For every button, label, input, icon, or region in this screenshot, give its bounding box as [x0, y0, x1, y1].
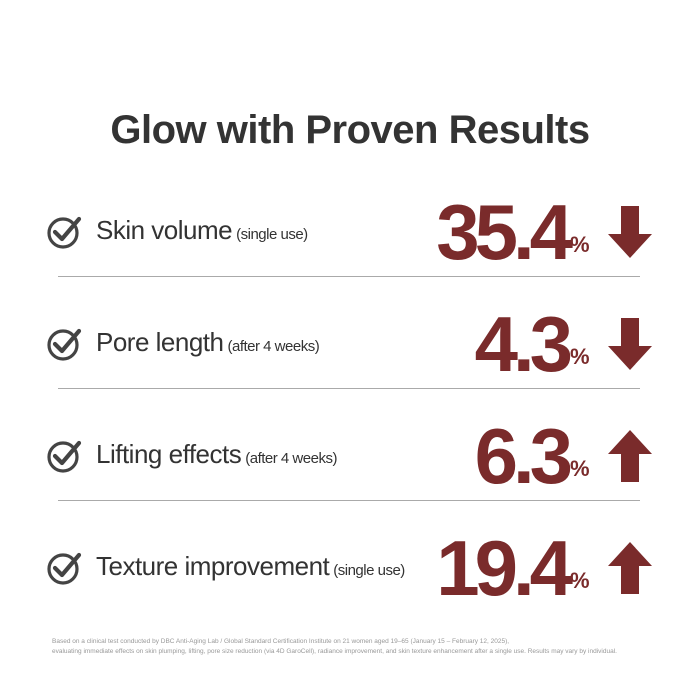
- divider: [58, 500, 640, 501]
- result-value: 35.4: [436, 188, 573, 276]
- result-row: Texture improvement (single use) 19.4%: [0, 516, 700, 616]
- divider: [58, 388, 640, 389]
- result-label: Lifting effects (after 4 weeks): [96, 439, 337, 470]
- direction-arrow: [606, 540, 654, 601]
- result-value: 4.3: [474, 300, 573, 388]
- result-row: Lifting effects (after 4 weeks) 6.3%: [0, 404, 700, 504]
- footnote: Based on a clinical test conducted by DB…: [52, 637, 617, 657]
- divider: [58, 276, 640, 277]
- label-note: (after 4 weeks): [245, 450, 337, 467]
- label-text: Texture improvement: [96, 551, 330, 581]
- result-unit: %: [570, 344, 590, 369]
- label-note: (single use): [333, 562, 405, 579]
- label-note: (after 4 weeks): [227, 338, 320, 355]
- result-value: 19.4: [436, 524, 573, 612]
- result-row: Pore length (after 4 weeks) 4.3%: [0, 292, 700, 392]
- direction-arrow: [606, 316, 654, 377]
- footnote-line: Based on a clinical test conducted by DB…: [52, 638, 510, 645]
- result-label: Pore length (after 4 weeks): [96, 327, 320, 358]
- check-icon: [46, 550, 82, 591]
- result-label: Texture improvement (single use): [96, 551, 405, 582]
- check-icon: [46, 438, 82, 479]
- footnote-line: evaluating immediate effects on skin plu…: [52, 648, 617, 655]
- label-text: Pore length: [96, 327, 224, 357]
- direction-arrow: [606, 204, 654, 265]
- result-unit: %: [570, 568, 590, 593]
- label-note: (single use): [236, 226, 308, 243]
- check-icon: [46, 214, 82, 255]
- label-text: Lifting effects: [96, 439, 242, 469]
- label-text: Skin volume: [96, 215, 233, 245]
- result-row: Skin volume (single use) 35.4%: [0, 180, 700, 280]
- check-icon: [46, 326, 82, 367]
- result-unit: %: [570, 232, 590, 257]
- result-unit: %: [570, 456, 590, 481]
- result-value: 6.3: [474, 412, 573, 500]
- direction-arrow: [606, 428, 654, 489]
- title: Glow with Proven Results: [110, 108, 590, 152]
- result-label: Skin volume (single use): [96, 215, 308, 246]
